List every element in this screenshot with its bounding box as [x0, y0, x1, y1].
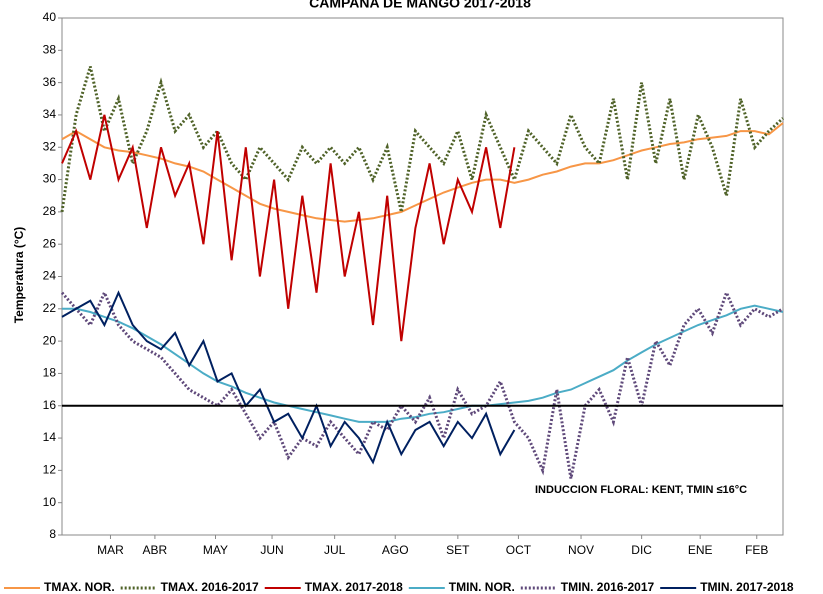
y-tick-label: 12 [43, 463, 57, 477]
series-line [61, 290, 516, 465]
legend-label: TMAX. 2016-2017 [161, 580, 259, 594]
legend-label: TMAX. 2017-2018 [305, 580, 403, 594]
y-tick-label: 34 [43, 107, 57, 121]
series-line [60, 66, 785, 213]
x-tick-label: NOV [568, 543, 594, 557]
x-tick-label: OCT [506, 543, 532, 557]
y-tick-label: 20 [43, 333, 57, 347]
y-tick-label: 32 [43, 139, 57, 153]
annotation: INDUCCION FLORAL: KENT, TMIN ≤16°C [535, 484, 747, 496]
y-tick-label: 18 [43, 366, 57, 380]
x-tick-label: MAY [203, 543, 228, 557]
legend-label: TMIN. 2016-2017 [561, 580, 655, 594]
legend-label: TMIN. NOR. [449, 580, 515, 594]
y-tick-label: 38 [43, 42, 57, 56]
y-tick-label: 8 [49, 527, 56, 541]
x-tick-label: ABR [143, 543, 168, 557]
y-tick-label: 10 [43, 495, 57, 509]
y-tick-label: 30 [43, 172, 57, 186]
x-tick-label: FEB [745, 543, 768, 557]
y-tick-label: 14 [43, 430, 57, 444]
series-line [61, 114, 516, 342]
x-tick-label: AGO [382, 543, 409, 557]
y-tick-label: 26 [43, 236, 57, 250]
y-axis-label: Temperatura (°C) [12, 227, 26, 324]
y-tick-label: 24 [43, 269, 57, 283]
x-tick-label: MAR [97, 543, 124, 557]
x-tick-label: ENE [688, 543, 713, 557]
y-tick-label: 28 [43, 204, 57, 218]
legend-label: TMIN. 2017-2018 [700, 580, 794, 594]
series-line [60, 288, 784, 479]
x-tick-label: SET [446, 543, 470, 557]
series-line [62, 304, 784, 423]
plot-frame [61, 17, 784, 536]
x-tick-label: JUL [324, 543, 346, 557]
y-tick-label: 40 [43, 10, 57, 24]
legend-label: TMAX. NOR. [44, 580, 115, 594]
y-tick-label: 36 [43, 75, 57, 89]
series-line [61, 122, 784, 223]
x-tick-label: JUN [260, 543, 283, 557]
x-tick-label: DIC [631, 543, 652, 557]
y-tick-label: 16 [43, 398, 57, 412]
y-tick-label: 22 [43, 301, 57, 315]
chart-title: CAMPAÑA DE MANGO 2017-2018 [309, 0, 531, 11]
